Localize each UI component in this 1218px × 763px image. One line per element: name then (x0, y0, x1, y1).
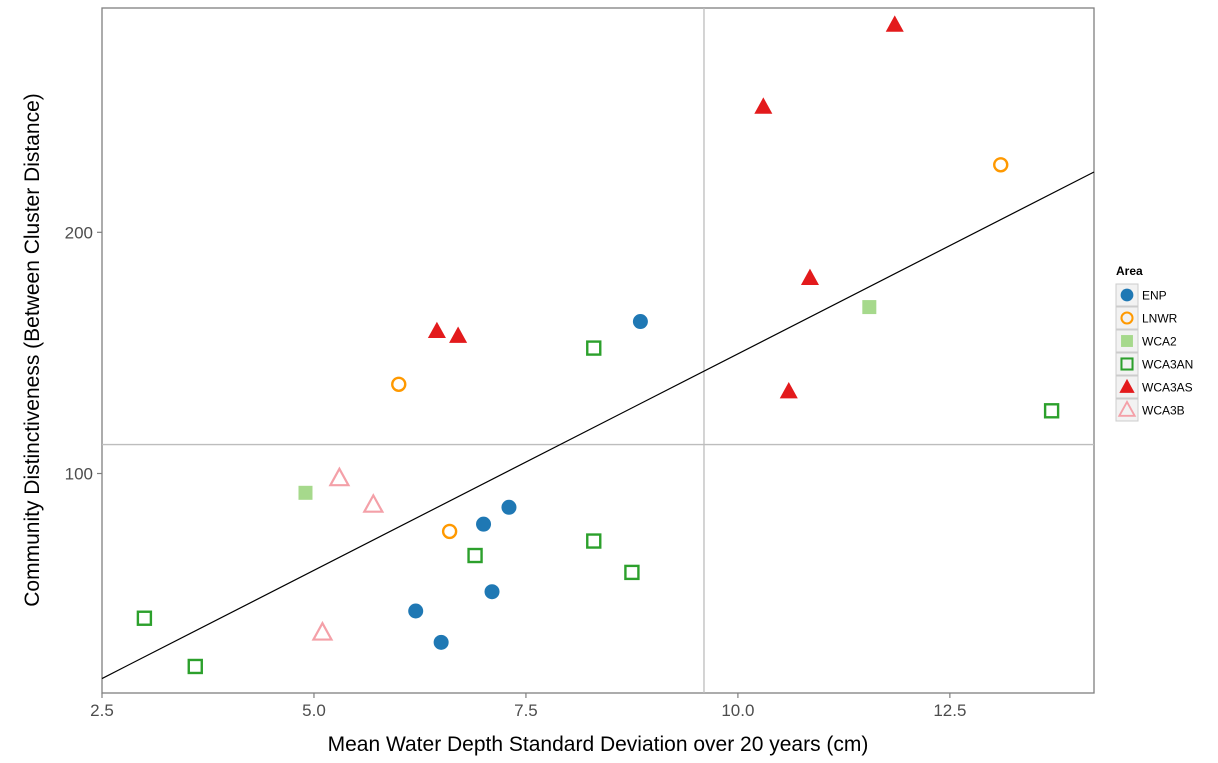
data-point-wca3an (187, 658, 203, 675)
x-axis-title: Mean Water Depth Standard Deviation over… (328, 733, 869, 756)
regression-line (101, 171, 1095, 680)
data-point-wca3b (311, 620, 334, 641)
legend-label-enp: ENP (1142, 289, 1167, 303)
fit-line-group (101, 171, 1095, 680)
data-point-wca3as (754, 97, 773, 114)
data-point-enp (476, 516, 492, 532)
data-point-wca3as (885, 15, 904, 32)
data-point-wca3an (467, 547, 483, 564)
data-point-lnwr (441, 523, 458, 540)
data-point-wca3b (328, 466, 351, 487)
legend: Area ENP LNWR WCA2 WCA3AN WCA3AS WCA3B (1115, 264, 1193, 422)
x-tick-label: 10.0 (721, 701, 754, 720)
data-point-wca3as (800, 268, 819, 285)
x-tick-label: 2.5 (90, 701, 114, 720)
legend-label-lnwr: LNWR (1142, 312, 1178, 326)
legend-key-box (1115, 306, 1139, 330)
legend-key-wca3as (1119, 378, 1135, 393)
data-point-enp (501, 499, 517, 515)
data-point-wca3an (1043, 403, 1060, 419)
data-point-wca3an (586, 340, 602, 356)
data-point-wca3an (624, 564, 640, 581)
data-point-lnwr (391, 376, 407, 392)
legend-key-box (1115, 352, 1139, 376)
legend-items: ENP LNWR WCA2 WCA3AN WCA3AS WCA3B (1115, 283, 1193, 422)
data-point-enp (433, 634, 449, 650)
legend-key-lnwr (1120, 311, 1134, 325)
data-point-lnwr (993, 157, 1009, 173)
x-axis: 2.5 5.0 7.5 10.0 12.5 (90, 693, 966, 720)
legend-label-wca3as: WCA3AS (1142, 381, 1193, 395)
data-point-wca3an (586, 533, 602, 549)
y-tick-label: 200 (65, 223, 93, 242)
y-axis-title: Community Distinctiveness (Between Clust… (21, 93, 44, 607)
data-point-wca2 (298, 485, 313, 500)
data-point-wca3an (136, 610, 153, 626)
legend-key-enp (1120, 288, 1134, 302)
legend-key-wca3an (1120, 357, 1134, 371)
y-tick-label: 100 (65, 465, 93, 484)
x-tick-label: 7.5 (514, 701, 538, 720)
legend-key-wca2 (1121, 335, 1133, 347)
data-point-enp (632, 314, 648, 330)
data-point-wca3as (427, 321, 446, 339)
legend-key-wca3b (1117, 399, 1137, 417)
y-axis: 100 200 (65, 223, 102, 484)
data-points (136, 15, 1060, 675)
data-point-wca3b (362, 493, 385, 513)
x-tick-label: 5.0 (302, 701, 326, 720)
legend-label-wca3an: WCA3AN (1142, 358, 1193, 372)
legend-label-wca2: WCA2 (1142, 335, 1177, 349)
reference-lines (102, 8, 1094, 693)
legend-title: Area (1116, 264, 1143, 278)
data-point-wca2 (862, 300, 877, 315)
data-point-wca3as (449, 326, 468, 343)
data-point-wca3as (779, 382, 798, 399)
data-point-enp (484, 584, 500, 600)
plot-panel (101, 7, 1095, 694)
x-tick-label: 12.5 (933, 701, 966, 720)
legend-label-wca3b: WCA3B (1142, 404, 1185, 418)
data-point-enp (408, 603, 424, 619)
